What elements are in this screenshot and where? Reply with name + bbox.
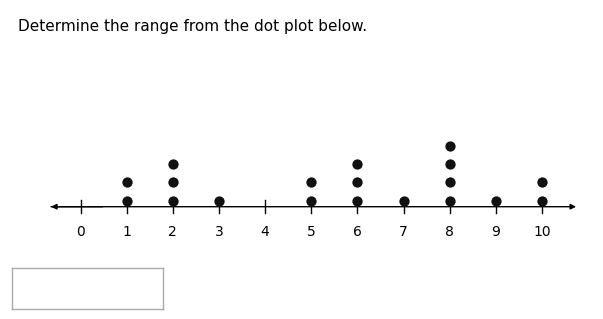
Text: 5: 5 bbox=[307, 225, 315, 239]
Text: 10: 10 bbox=[533, 225, 551, 239]
Text: 9: 9 bbox=[491, 225, 500, 239]
Point bbox=[445, 198, 455, 203]
Point bbox=[168, 162, 178, 167]
Point bbox=[399, 198, 408, 203]
Point bbox=[445, 180, 455, 185]
Point bbox=[122, 198, 131, 203]
Point bbox=[122, 180, 131, 185]
Point bbox=[168, 198, 178, 203]
Point bbox=[353, 198, 362, 203]
Point bbox=[537, 180, 547, 185]
Text: 6: 6 bbox=[353, 225, 362, 239]
Text: 3: 3 bbox=[215, 225, 223, 239]
Text: 8: 8 bbox=[445, 225, 454, 239]
Text: 2: 2 bbox=[168, 225, 177, 239]
Point bbox=[491, 198, 500, 203]
Text: 7: 7 bbox=[399, 225, 408, 239]
Point bbox=[306, 180, 316, 185]
Point bbox=[168, 180, 178, 185]
Point bbox=[353, 162, 362, 167]
Point bbox=[537, 198, 547, 203]
Point bbox=[214, 198, 224, 203]
Point bbox=[445, 162, 455, 167]
Point bbox=[306, 198, 316, 203]
Text: 0: 0 bbox=[76, 225, 85, 239]
Text: 1: 1 bbox=[122, 225, 131, 239]
Point bbox=[445, 144, 455, 149]
Text: 4: 4 bbox=[260, 225, 270, 239]
Point bbox=[353, 180, 362, 185]
Text: Determine the range from the dot plot below.: Determine the range from the dot plot be… bbox=[18, 19, 367, 34]
